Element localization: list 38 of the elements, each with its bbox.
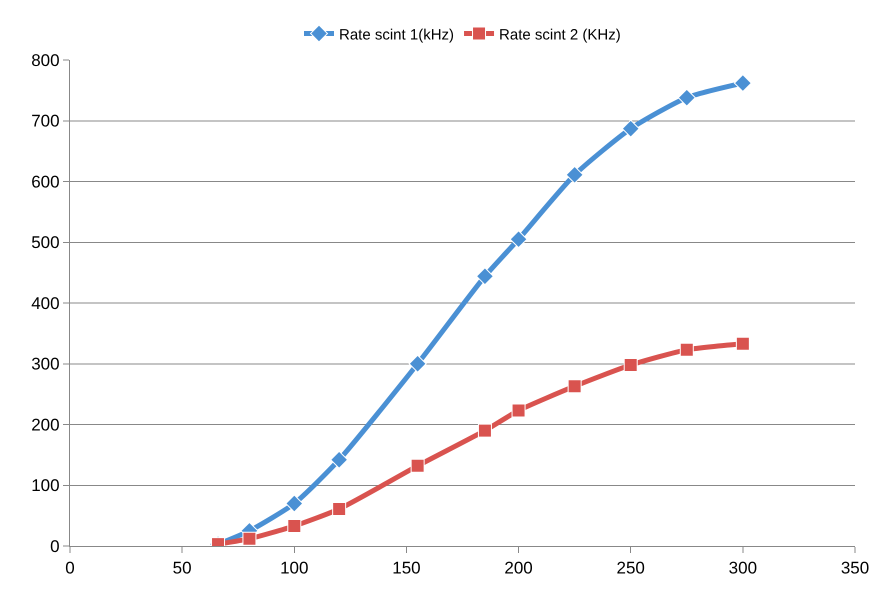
legend-label: Rate scint 1(kHz)	[339, 26, 454, 44]
point	[678, 88, 696, 107]
point	[512, 404, 526, 418]
x-tick-label: 250	[616, 558, 645, 578]
point	[332, 502, 346, 516]
point	[408, 354, 427, 373]
y-tick-label: 100	[31, 476, 60, 496]
x-tick-label: 350	[840, 558, 870, 578]
point	[476, 267, 494, 286]
y-tick-label: 700	[31, 112, 60, 131]
point	[242, 532, 256, 546]
point	[410, 458, 425, 473]
x-tick-label: 50	[172, 558, 192, 578]
y-tick-label: 400	[31, 294, 60, 313]
point	[510, 230, 528, 248]
y-tick-label: 0	[50, 536, 60, 556]
x-tick-label: 150	[392, 558, 421, 578]
point	[330, 450, 348, 469]
point	[736, 336, 750, 351]
y-tick-label: 200	[31, 415, 60, 434]
y-tick-label: 600	[31, 172, 60, 192]
point	[624, 358, 638, 372]
x-tick-label: 200	[504, 558, 533, 578]
legend-label: Rate scint 2 (KHz)	[499, 26, 621, 44]
point	[566, 166, 584, 184]
x-tick-label: 100	[280, 558, 308, 578]
y-tick-label: 300	[31, 354, 60, 374]
point	[478, 424, 492, 438]
x-tick-label: 300	[728, 558, 758, 578]
point	[568, 379, 582, 394]
point	[287, 518, 302, 533]
point	[285, 494, 304, 512]
x-tick-label: 0	[65, 558, 75, 578]
y-tick-label: 800	[31, 50, 60, 70]
point	[680, 342, 694, 357]
point	[734, 74, 752, 92]
y-tick-label: 500	[31, 233, 60, 252]
point	[622, 120, 640, 138]
